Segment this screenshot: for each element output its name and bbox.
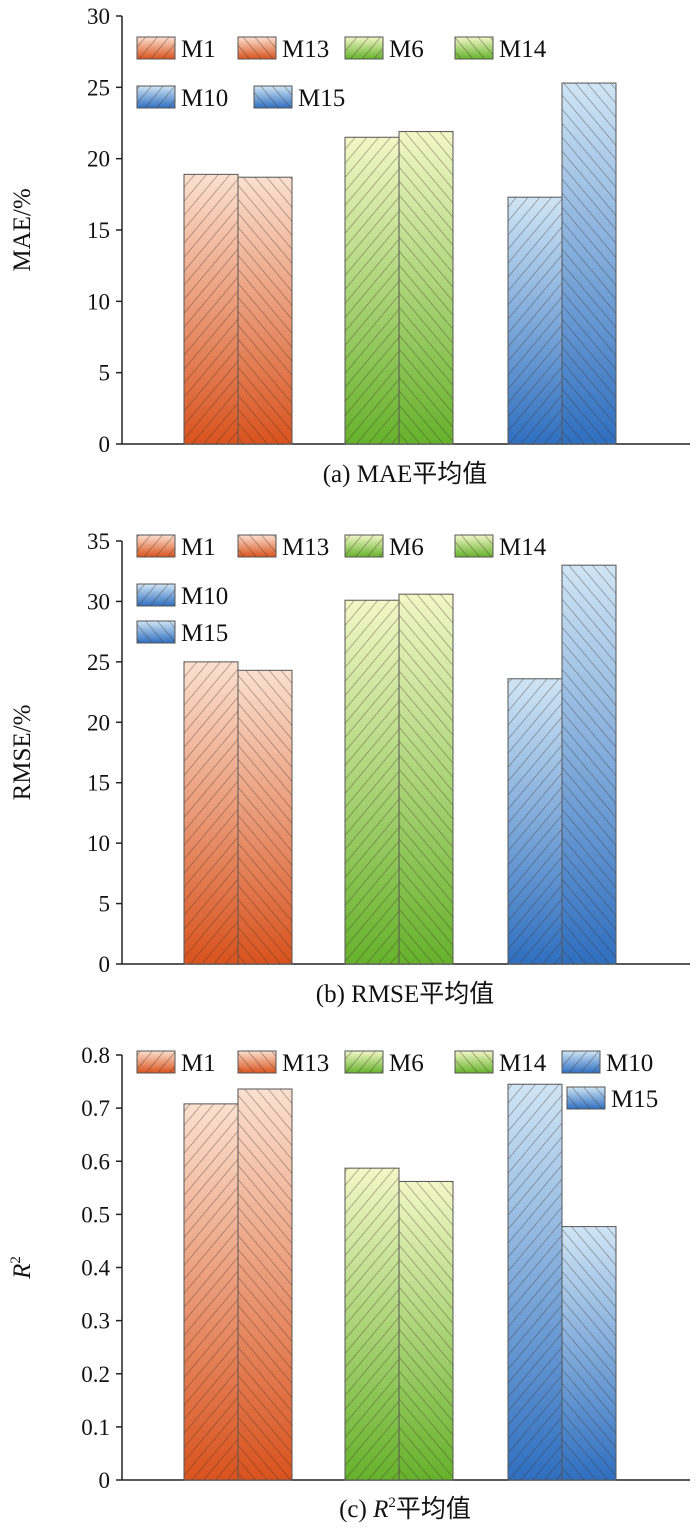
y-axis-label: RMSE/% (9, 705, 36, 801)
y-tick-label: 0 (99, 1468, 111, 1493)
y-tick-label: 30 (87, 4, 110, 29)
y-tick-label: 5 (99, 892, 111, 917)
bar-M10 (507, 678, 563, 965)
legend-label: M14 (499, 1050, 547, 1077)
y-tick-label: 0.6 (81, 1149, 110, 1174)
legend-label: M15 (298, 85, 345, 112)
bar-M14 (398, 131, 454, 445)
legend-item-M15: M15 (566, 1086, 658, 1113)
legend-label: M15 (611, 1086, 658, 1113)
y-tick-label: 25 (87, 650, 110, 675)
bar-M10 (507, 1083, 563, 1481)
legend-label: M1 (181, 1050, 216, 1077)
bar-M1 (183, 661, 239, 965)
y-tick-label: 20 (87, 710, 110, 735)
legend-item-M14: M14 (454, 1050, 547, 1077)
y-tick-label: 0.1 (81, 1415, 110, 1440)
y-tick-label: 0.5 (81, 1202, 110, 1227)
y-tick-label: 35 (87, 529, 110, 554)
legend-item-M13: M13 (237, 36, 329, 63)
bar-M1 (183, 173, 239, 445)
y-tick-label: 0 (99, 952, 111, 977)
legend-item-M15: M15 (253, 85, 345, 112)
chart-caption: (a) MAE平均值 (323, 460, 488, 488)
chart-panel-2: 0 5 10 15 20 25 30 35 RMSE/% M1 M13 M6 M14 M10 M15 (b) … (9, 529, 690, 1008)
legend-label: M13 (282, 36, 329, 63)
y-tick-label: 5 (99, 361, 111, 386)
legend-label: M14 (499, 534, 547, 561)
legend-item-M6: M6 (344, 36, 424, 63)
y-tick-label: 10 (87, 289, 110, 314)
y-tick-label: 0 (99, 432, 111, 457)
y-tick-label: 25 (87, 75, 110, 100)
y-tick-label: 20 (87, 147, 110, 172)
y-tick-label: 10 (87, 831, 110, 856)
chart-panel-3: 0 0.1 0.2 0.3 0.4 0.5 0.6 0.7 0.8 R2 M1 M13 M6 M14 M10… (8, 1043, 690, 1523)
bar-M6 (344, 599, 400, 965)
bar-M10 (507, 196, 563, 445)
bar-M6 (344, 136, 400, 445)
bar-M14 (398, 1180, 454, 1481)
legend-item-M13: M13 (237, 1050, 329, 1077)
bar-M15 (561, 1226, 617, 1481)
y-tick-label: 0.8 (81, 1043, 110, 1068)
bar-M14 (398, 593, 454, 965)
chart-caption: (b) RMSE平均值 (316, 980, 494, 1008)
legend-item-M1: M1 (136, 36, 216, 63)
y-tick-label: 15 (87, 771, 110, 796)
bar-M15 (561, 82, 617, 445)
legend-item-M13: M13 (237, 534, 329, 561)
legend-label: M1 (181, 36, 216, 63)
legend-label: M10 (181, 85, 228, 112)
legend-item-M10: M10 (561, 1050, 653, 1077)
legend-label: M6 (389, 1050, 424, 1077)
bar-M15 (561, 564, 617, 965)
legend-item-M10: M10 (136, 85, 228, 112)
legend-item-M6: M6 (344, 534, 424, 561)
y-tick-label: 0.4 (81, 1256, 110, 1281)
legend-item-M10: M10 (136, 583, 228, 610)
bar-M13 (237, 176, 293, 445)
legend-label: M13 (282, 1050, 329, 1077)
legend-label: M13 (282, 534, 329, 561)
legend-item-M1: M1 (136, 1050, 216, 1077)
legend-item-M15: M15 (136, 620, 228, 647)
chart-caption: (c) R2平均值 (339, 1495, 471, 1523)
legend-label: M1 (181, 534, 216, 561)
y-tick-label: 0.3 (81, 1309, 110, 1334)
legend-item-M6: M6 (344, 1050, 424, 1077)
legend-label: M14 (499, 36, 547, 63)
legend-item-M1: M1 (136, 534, 216, 561)
y-tick-label: 0.7 (81, 1096, 110, 1121)
legend-label: M6 (389, 36, 424, 63)
bar-M13 (237, 669, 293, 965)
y-axis-label: MAE/% (9, 188, 36, 271)
y-tick-label: 15 (87, 218, 110, 243)
bar-M1 (183, 1103, 239, 1481)
y-tick-label: 30 (87, 589, 110, 614)
legend-label: M15 (181, 620, 228, 647)
bar-M6 (344, 1167, 400, 1481)
legend-label: M10 (606, 1050, 653, 1077)
y-axis-label: R2 (8, 1256, 36, 1280)
legend-label: M6 (389, 534, 424, 561)
bar-M13 (237, 1088, 293, 1481)
legend-item-M14: M14 (454, 36, 547, 63)
legend-item-M14: M14 (454, 534, 547, 561)
chart-panel-1: 0 5 10 15 20 25 30 MAE/% M1 M13 M6 M14 M10 M15 (a) MAE… (9, 4, 690, 488)
y-tick-label: 0.2 (81, 1362, 110, 1387)
legend-label: M10 (181, 583, 228, 610)
